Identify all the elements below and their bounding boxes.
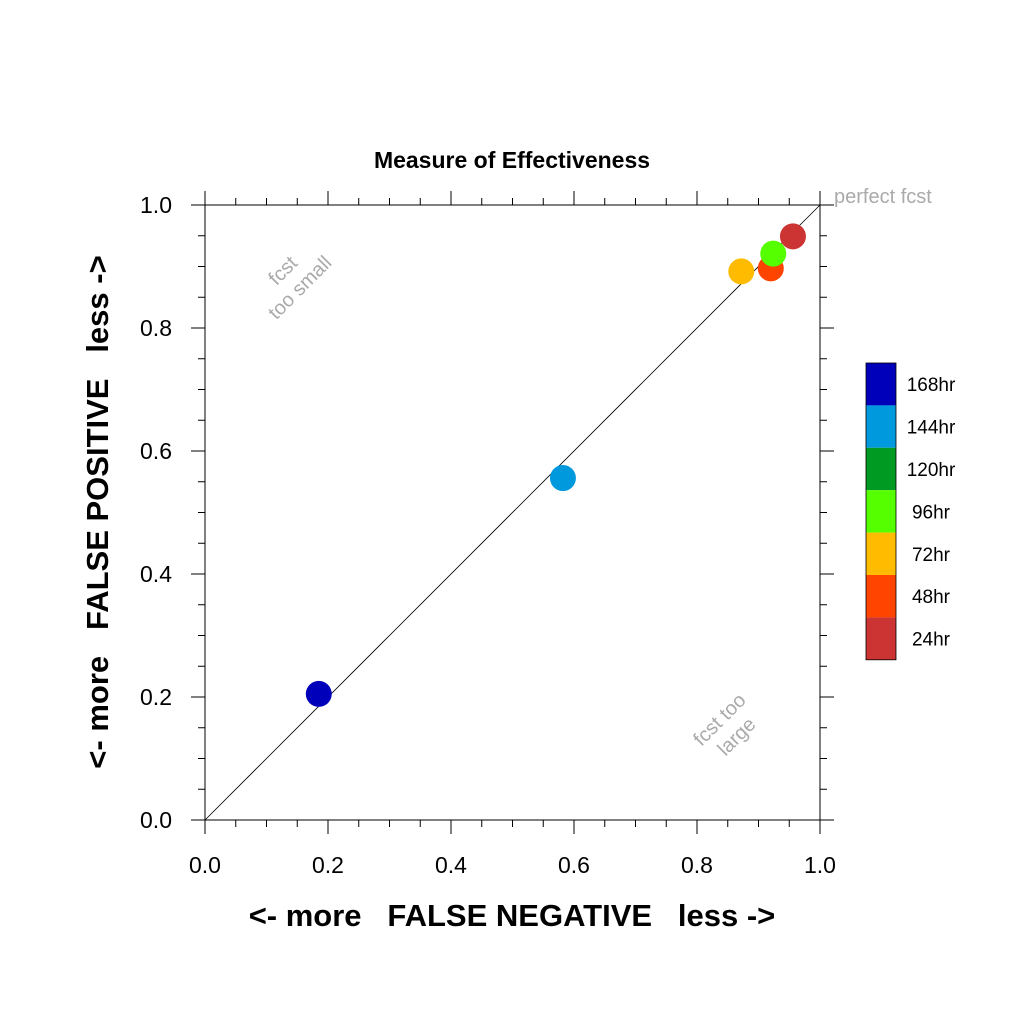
legend-swatch-144hr: [866, 405, 896, 448]
x-tick-label: 1.0: [804, 852, 836, 878]
legend-frame: [865, 362, 897, 661]
x-tick-label: 0.8: [681, 852, 713, 878]
legend-swatch-168hr: [866, 363, 896, 406]
axis-ticks: [191, 191, 834, 834]
x-axis-label: <- more FALSE NEGATIVE less ->: [249, 898, 776, 933]
x-tick-label: 0.2: [312, 852, 344, 878]
data-point-72hr: [728, 258, 755, 285]
x-tick-label: 0.6: [558, 852, 590, 878]
legend-label: 96hr: [912, 502, 951, 523]
data-point-144hr: [549, 465, 576, 492]
y-tick-label: 0.0: [140, 807, 172, 833]
data-point-168hr: [305, 680, 332, 707]
legend-swatch-48hr: [866, 575, 896, 618]
data-points: [305, 223, 806, 707]
legend-label: 48hr: [912, 587, 951, 608]
y-tick-label: 0.4: [140, 561, 172, 587]
x-tick-labels: 0.0 0.2 0.4 0.6 0.8 1.0: [189, 852, 836, 878]
data-point-96hr: [760, 240, 787, 267]
y-tick-label: 0.6: [140, 438, 172, 464]
legend-swatch-96hr: [866, 490, 896, 533]
y-axis-label: <- more FALSE POSITIVE less ->: [80, 255, 115, 768]
y-tick-label: 1.0: [140, 192, 172, 218]
annotation-perfect-fcst: perfect fcst: [834, 186, 932, 208]
legend-swatch-24hr: [866, 617, 896, 660]
y-tick-label: 0.2: [140, 684, 172, 710]
legend: 168hr 144hr 120hr 96hr 72hr 48hr 24hr: [865, 362, 956, 661]
legend-swatch-120hr: [866, 447, 896, 491]
legend-label: 168hr: [907, 375, 956, 396]
y-tick-labels: 0.0 0.2 0.4 0.6 0.8 1.0: [140, 192, 172, 833]
y-tick-label: 0.8: [140, 315, 172, 341]
legend-label: 24hr: [912, 630, 951, 651]
data-point-24hr: [779, 223, 806, 250]
reference-diagonal: [204, 204, 821, 821]
x-tick-label: 0.4: [435, 852, 467, 878]
legend-label: 72hr: [912, 545, 951, 566]
x-tick-label: 0.0: [189, 852, 221, 878]
legend-label: 120hr: [907, 460, 956, 481]
legend-label: 144hr: [907, 418, 956, 439]
legend-swatch-72hr: [866, 532, 896, 575]
chart-title: Measure of Effectiveness: [374, 147, 650, 173]
